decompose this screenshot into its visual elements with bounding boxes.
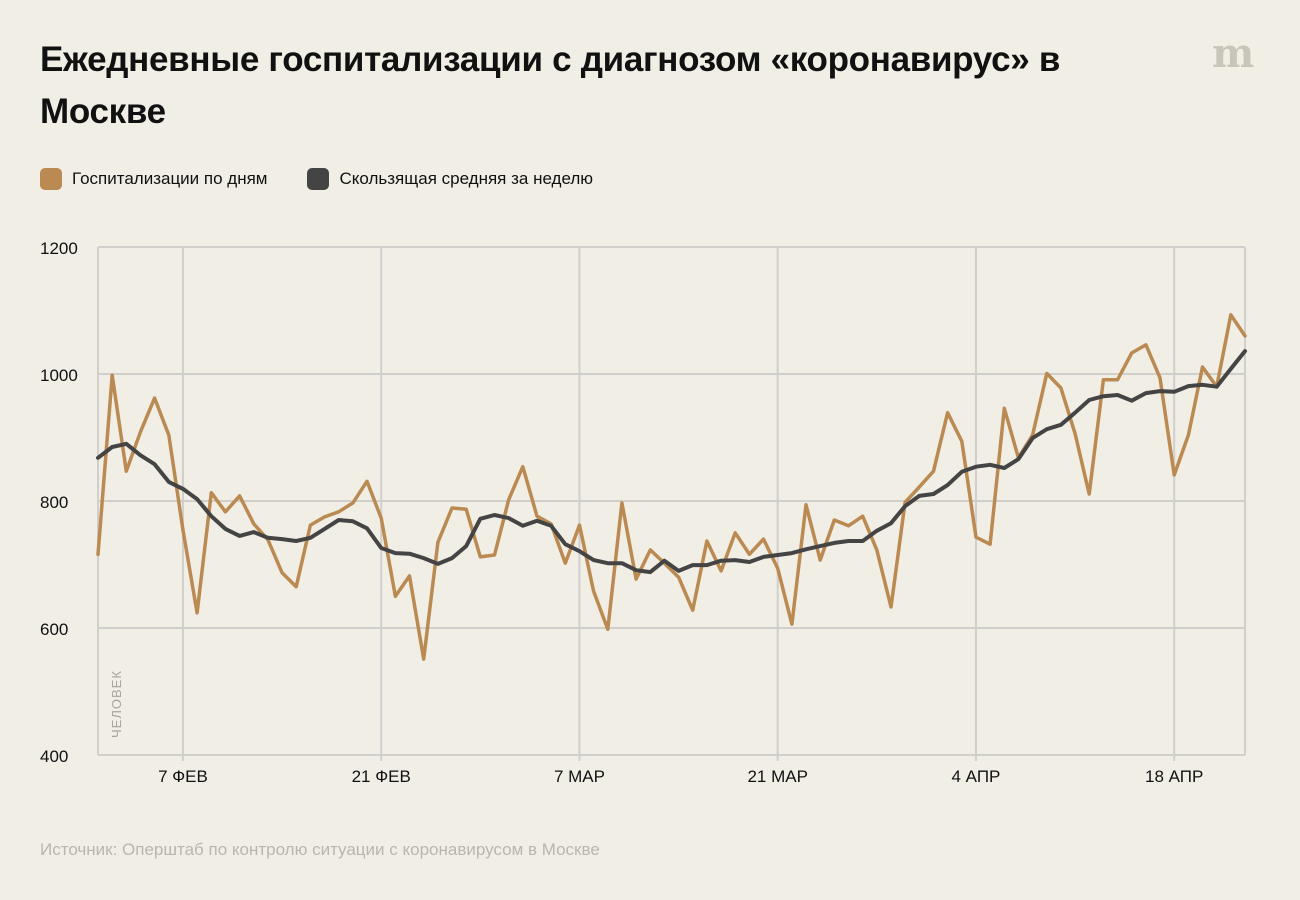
series-line-daily — [96, 313, 1247, 661]
source-note: Источник: Оперштаб по контролю ситуации … — [40, 840, 600, 859]
x-tick-label: 7 ФЕВ — [158, 767, 208, 786]
legend-item-average: Скользящая средняя за неделю — [307, 168, 593, 190]
y-tick-label: 1000 — [40, 366, 78, 385]
legend-swatch-daily — [40, 168, 62, 190]
y-tick-label: 600 — [40, 620, 68, 639]
y-axis-label: ЧЕЛОВЕК — [109, 670, 124, 738]
y-tick-label: 800 — [40, 493, 68, 512]
x-tick-label: 21 МАР — [747, 767, 807, 786]
legend-item-daily: Госпитализации по дням — [40, 168, 267, 190]
legend: Госпитализации по дням Скользящая средня… — [40, 168, 593, 190]
meduza-logo: m — [1212, 30, 1254, 77]
y-tick-label: 400 — [40, 747, 68, 766]
x-tick-label: 7 МАР — [554, 767, 605, 786]
y-tick-label: 1200 — [40, 239, 78, 258]
x-tick-label: 21 ФЕВ — [352, 767, 411, 786]
series-line-average — [96, 349, 1247, 575]
x-tick-label: 18 АПР — [1145, 767, 1203, 786]
legend-swatch-average — [307, 168, 330, 190]
legend-label-daily: Госпитализации по дням — [72, 169, 268, 188]
legend-label-average: Скользящая средняя за неделю — [339, 169, 594, 188]
chart-title: Ежедневные госпитализации с диагнозом «к… — [40, 40, 1061, 131]
x-tick-label: 4 АПР — [952, 767, 1001, 786]
